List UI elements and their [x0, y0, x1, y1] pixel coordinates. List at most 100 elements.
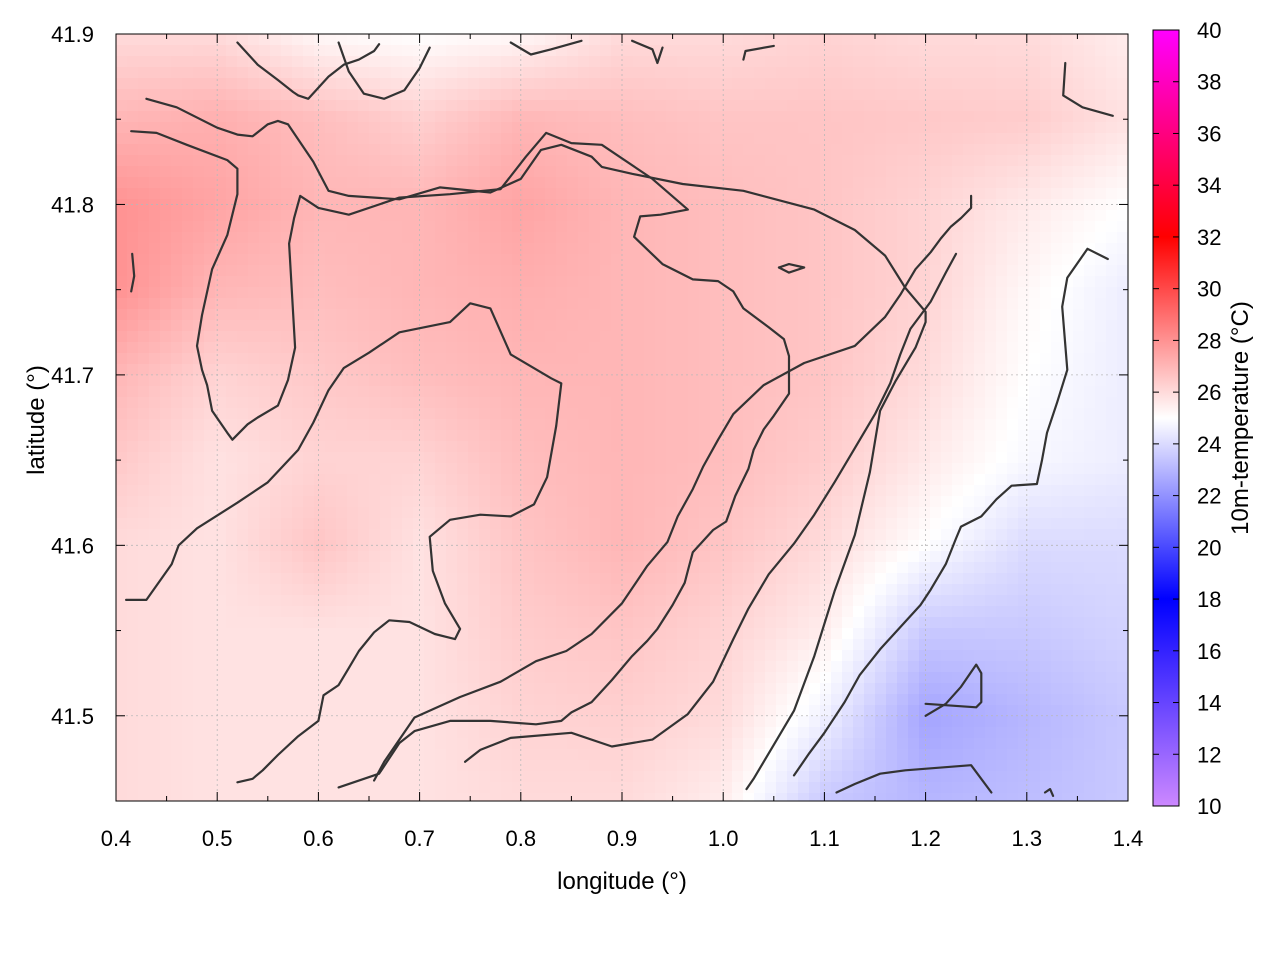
heatmap-cell	[424, 89, 436, 101]
heatmap-cell	[1040, 507, 1052, 519]
heatmap-cell	[633, 408, 645, 420]
heatmap-cell	[248, 529, 260, 541]
heatmap-cell	[1018, 210, 1030, 222]
heatmap-cell	[875, 287, 887, 299]
heatmap-cell	[644, 573, 656, 585]
heatmap-cell	[303, 441, 315, 453]
heatmap-cell	[545, 133, 557, 145]
heatmap-cell	[391, 584, 403, 596]
heatmap-cell	[1040, 45, 1052, 57]
heatmap-cell	[732, 67, 744, 79]
heatmap-cell	[402, 551, 414, 563]
heatmap-cell	[996, 45, 1008, 57]
heatmap-cell	[875, 540, 887, 552]
heatmap-cell	[974, 243, 986, 255]
heatmap-cell	[369, 353, 381, 365]
heatmap-cell	[171, 243, 183, 255]
heatmap-cell	[490, 386, 502, 398]
heatmap-cell	[754, 551, 766, 563]
heatmap-cell	[666, 56, 678, 68]
heatmap-cell	[215, 342, 227, 354]
heatmap-cell	[710, 265, 722, 277]
heatmap-cell	[116, 353, 128, 365]
heatmap-cell	[567, 155, 579, 167]
heatmap-cell	[919, 375, 931, 387]
heatmap-cell	[391, 89, 403, 101]
heatmap-cell	[413, 111, 425, 123]
heatmap-cell	[765, 254, 777, 266]
heatmap-cell	[842, 276, 854, 288]
heatmap-cell	[270, 518, 282, 530]
heatmap-cell	[655, 111, 667, 123]
heatmap-cell	[468, 353, 480, 365]
heatmap-cell	[688, 518, 700, 530]
heatmap-cell	[677, 298, 689, 310]
heatmap-cell	[974, 232, 986, 244]
heatmap-cell	[435, 375, 447, 387]
heatmap-cell	[116, 243, 128, 255]
heatmap-cell	[479, 353, 491, 365]
heatmap-cell	[1040, 177, 1052, 189]
heatmap-cell	[699, 111, 711, 123]
heatmap-cell	[985, 265, 997, 277]
heatmap-cell	[765, 551, 777, 563]
heatmap-cell	[996, 540, 1008, 552]
heatmap-cell	[248, 133, 260, 145]
heatmap-cell	[710, 353, 722, 365]
heatmap-cell	[941, 474, 953, 486]
heatmap-cell	[347, 408, 359, 420]
heatmap-cell	[1095, 309, 1107, 321]
heatmap-cell	[842, 540, 854, 552]
heatmap-cell	[369, 56, 381, 68]
heatmap-cell	[193, 166, 205, 178]
heatmap-cell	[699, 254, 711, 266]
heatmap-cell	[787, 595, 799, 607]
heatmap-cell	[798, 573, 810, 585]
heatmap-cell	[149, 562, 161, 574]
heatmap-cell	[1117, 34, 1128, 46]
heatmap-cell	[259, 573, 271, 585]
heatmap-cell	[567, 45, 579, 57]
heatmap-cell	[622, 595, 634, 607]
heatmap-cell	[204, 243, 216, 255]
heatmap-cell	[963, 617, 975, 629]
heatmap-cell	[644, 595, 656, 607]
heatmap-cell	[1084, 298, 1096, 310]
heatmap-cell	[677, 408, 689, 420]
heatmap-cell	[259, 540, 271, 552]
heatmap-cell	[270, 595, 282, 607]
heatmap-cell	[226, 188, 238, 200]
heatmap-cell	[699, 177, 711, 189]
heatmap-cell	[1051, 375, 1063, 387]
heatmap-cell	[589, 188, 601, 200]
heatmap-cell	[369, 397, 381, 409]
heatmap-cell	[116, 595, 128, 607]
heatmap-cell	[1007, 243, 1019, 255]
heatmap-cell	[446, 221, 458, 233]
heatmap-cell	[1051, 265, 1063, 277]
heatmap-cell	[732, 342, 744, 354]
heatmap-cell	[446, 144, 458, 156]
heatmap-cell	[1018, 562, 1030, 574]
heatmap-cell	[1117, 496, 1128, 508]
heatmap-cell	[930, 188, 942, 200]
heatmap-cell	[347, 133, 359, 145]
heatmap-cell	[303, 100, 315, 112]
heatmap-cell	[435, 617, 447, 629]
heatmap-cell	[644, 232, 656, 244]
heatmap-cell	[303, 166, 315, 178]
heatmap-cell	[699, 210, 711, 222]
heatmap-cell	[347, 166, 359, 178]
heatmap-cell	[501, 210, 513, 222]
heatmap-cell	[963, 364, 975, 376]
heatmap-cell	[369, 287, 381, 299]
heatmap-cell	[1084, 133, 1096, 145]
heatmap-cell	[754, 320, 766, 332]
heatmap-cell	[435, 67, 447, 79]
heatmap-cell	[380, 199, 392, 211]
heatmap-cell	[325, 34, 337, 46]
heatmap-cell	[424, 177, 436, 189]
heatmap-cell	[226, 111, 238, 123]
heatmap-cell	[974, 463, 986, 475]
heatmap-cell	[985, 529, 997, 541]
